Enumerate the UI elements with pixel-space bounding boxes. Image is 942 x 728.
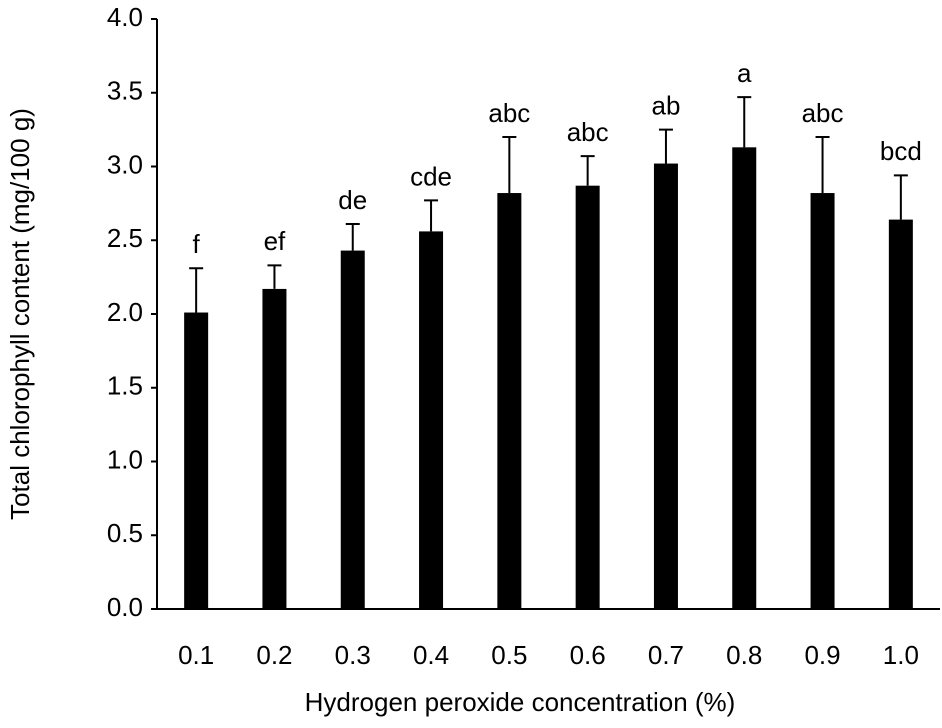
- x-tick-label: 0.6: [570, 640, 606, 670]
- error-bar: [502, 136, 517, 194]
- x-tick-label: 0.8: [726, 640, 762, 670]
- y-tick-label: 0.5: [107, 518, 143, 548]
- significance-letter: f: [193, 229, 201, 259]
- bar: [184, 312, 209, 609]
- error-bar: [893, 174, 908, 220]
- x-tick-label: 0.3: [335, 640, 371, 670]
- significance-letter: ab: [651, 91, 680, 121]
- error-bar: [737, 96, 752, 148]
- error-bar: [658, 128, 673, 164]
- significance-letter: cde: [410, 161, 452, 191]
- error-bar: [580, 155, 595, 186]
- y-tick-label: 1.0: [107, 444, 143, 474]
- y-tick-label: 3.5: [107, 76, 143, 106]
- significance-letter: abc: [802, 98, 844, 128]
- significance-letter: de: [338, 185, 367, 215]
- significance-letter: a: [737, 58, 752, 88]
- bar: [497, 193, 522, 610]
- x-tick-label: 0.5: [491, 640, 527, 670]
- x-tick-label: 0.2: [256, 640, 292, 670]
- bar: [888, 219, 913, 609]
- error-bar: [189, 267, 204, 313]
- error-bar: [267, 264, 282, 289]
- y-axis-label: Total chlorophyll content (mg/100 g): [5, 108, 35, 520]
- x-tick-label: 0.4: [413, 640, 449, 670]
- significance-letter: abc: [488, 98, 530, 128]
- bar: [340, 250, 365, 609]
- x-tick-label: 0.9: [804, 640, 840, 670]
- y-tick-label: 0.0: [107, 592, 143, 622]
- y-tick-label: 2.0: [107, 297, 143, 327]
- error-bar: [815, 136, 830, 194]
- x-tick-label: 0.1: [178, 640, 214, 670]
- significance-letter: ef: [264, 226, 286, 256]
- y-tick-label: 3.0: [107, 149, 143, 179]
- error-bar: [345, 223, 360, 251]
- bar: [419, 231, 444, 609]
- bar: [262, 288, 287, 609]
- x-tick-label: 1.0: [883, 640, 919, 670]
- x-axis-label: Hydrogen peroxide concentration (%): [305, 687, 736, 717]
- bar: [653, 163, 678, 610]
- bar: [810, 193, 835, 610]
- y-tick-label: 4.0: [107, 2, 143, 32]
- y-tick-label: 1.5: [107, 371, 143, 401]
- bar: [575, 185, 600, 610]
- x-tick-label: 0.7: [648, 640, 684, 670]
- error-bar: [424, 199, 439, 232]
- significance-letter: abc: [567, 117, 609, 147]
- significance-letter: bcd: [880, 136, 922, 166]
- y-tick-label: 2.5: [107, 223, 143, 253]
- bar: [732, 147, 757, 609]
